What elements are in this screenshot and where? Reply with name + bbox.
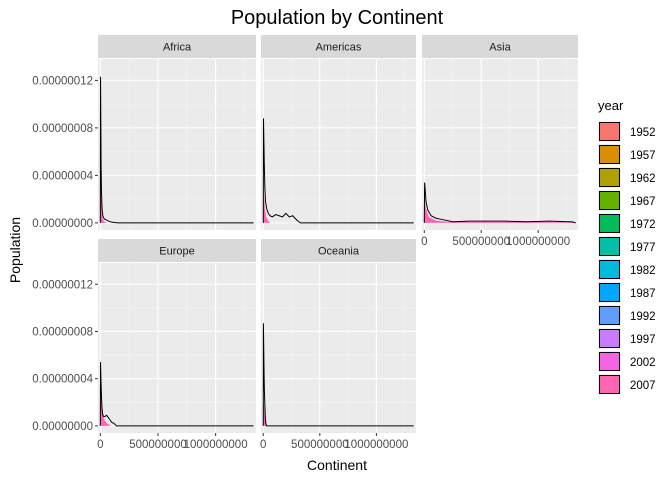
density-fill-area <box>263 189 271 223</box>
legend-swatch <box>599 168 620 187</box>
legend-title: year <box>598 98 624 113</box>
facet-label: Americas <box>316 42 362 54</box>
x-tick-label: 1000000000 <box>184 439 248 451</box>
x-tick-label: 1000000000 <box>344 439 408 451</box>
y-tick-label: 0.00000012 <box>32 75 93 87</box>
density-fill-area <box>263 402 267 426</box>
legend-label: 1987 <box>630 288 656 300</box>
panel-background <box>98 263 256 433</box>
y-tick-label: 0.00000008 <box>32 123 93 135</box>
density-outline <box>99 362 254 427</box>
density-fill-area <box>100 188 108 223</box>
legend-label: 1992 <box>630 311 656 323</box>
panel-background <box>261 59 416 230</box>
legend-swatch <box>599 214 620 233</box>
y-tick-label: 0.00000000 <box>32 421 93 433</box>
x-tick-label: 0 <box>260 439 266 451</box>
x-tick-label: 0 <box>421 236 427 248</box>
legend-swatch <box>599 352 620 371</box>
y-tick-label: 0.00000000 <box>32 218 93 230</box>
x-tick-label: 500000000 <box>291 439 349 451</box>
legend-label: 1962 <box>630 173 656 185</box>
panel-background <box>261 263 416 433</box>
y-tick-label: 0.00000008 <box>32 326 93 338</box>
legend-swatch <box>599 283 620 302</box>
legend-swatch <box>599 260 620 279</box>
panel-background <box>422 59 578 230</box>
legend-label: 2002 <box>630 357 656 369</box>
legend-label: 1967 <box>630 196 656 208</box>
legend-label: 1972 <box>630 219 656 231</box>
panel-background <box>98 59 256 230</box>
legend-label: 1952 <box>630 127 656 139</box>
x-tick-label: 500000000 <box>129 439 187 451</box>
facet-strip <box>422 35 578 58</box>
density-fill-area <box>100 396 111 426</box>
x-tick-label: 500000000 <box>452 236 510 248</box>
x-tick-label: 1000000000 <box>506 236 570 248</box>
facet-label: Africa <box>163 42 192 54</box>
facet-label: Asia <box>489 42 511 54</box>
x-tick-label: 0 <box>97 439 103 451</box>
y-tick-label: 0.00000004 <box>32 374 93 386</box>
facet-strip <box>98 239 256 262</box>
facet-label: Europe <box>159 246 194 258</box>
legend-label: 1997 <box>630 334 656 346</box>
y-tick-label: 0.00000004 <box>32 170 93 182</box>
legend-swatch <box>599 375 620 394</box>
density-outline <box>262 323 414 427</box>
legend-swatch <box>599 191 620 210</box>
density-outline <box>423 182 576 224</box>
facet-strip <box>261 35 416 58</box>
legend-label: 2007 <box>630 380 656 392</box>
legend-swatch <box>599 306 620 325</box>
legend-swatch <box>599 329 620 348</box>
legend-swatch <box>599 122 620 141</box>
facet-strip <box>98 35 256 58</box>
facet-label: Oceania <box>318 246 360 258</box>
legend-label: 1957 <box>630 150 656 162</box>
y-tick-label: 0.00000012 <box>32 279 93 291</box>
legend-swatch <box>599 145 620 164</box>
legend-label: 1977 <box>630 242 656 254</box>
y-axis-label: Population <box>7 217 23 283</box>
x-axis-label: Continent <box>307 457 367 473</box>
legend-swatch <box>599 237 620 256</box>
legend-label: 1982 <box>630 265 656 277</box>
density-outline <box>99 76 254 224</box>
density-outline <box>262 118 414 224</box>
chart-title: Population by Continent <box>231 7 444 29</box>
facet-strip <box>261 239 416 262</box>
